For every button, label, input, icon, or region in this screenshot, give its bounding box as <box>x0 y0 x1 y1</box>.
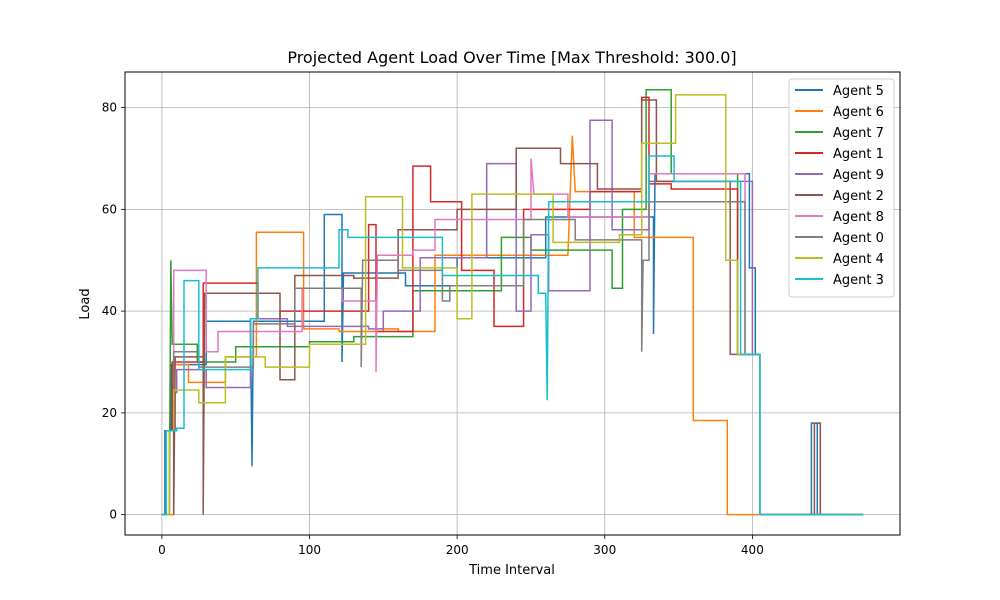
x-axis-label: Time Interval <box>468 563 555 578</box>
series-line-agent-7 <box>161 89 864 516</box>
series-line-agent-3 <box>161 155 864 516</box>
y-tick-label: 80 <box>102 101 117 115</box>
legend-label: Agent 0 <box>833 231 884 246</box>
y-tick-label: 60 <box>102 202 117 216</box>
series-line-agent-4 <box>161 94 864 516</box>
legend-label: Agent 1 <box>833 147 884 162</box>
legend-label: Agent 6 <box>833 105 884 120</box>
series-line-agent-9 <box>161 119 864 516</box>
legend-box <box>788 78 895 298</box>
y-axis-label: Load <box>78 288 93 319</box>
x-tick-label: 0 <box>158 543 166 557</box>
x-tick-label: 100 <box>298 543 321 557</box>
legend: Agent 5 Agent 6 Agent 7 Agent 1 Agent 9 Agent… <box>788 78 895 298</box>
legend-label: Agent 9 <box>833 168 884 183</box>
chart-title: Projected Agent Load Over Time [Max Thre… <box>287 48 736 67</box>
legend-label: Agent 4 <box>833 252 884 267</box>
axis-ticks: 0 100 200 300 400 0 20 40 60 80 <box>102 101 764 557</box>
legend-label: Agent 8 <box>833 210 884 225</box>
legend-label: Agent 7 <box>833 126 884 141</box>
plot-frame <box>124 71 901 536</box>
legend-label: Agent 5 <box>833 84 884 99</box>
series-line-agent-1 <box>161 96 864 516</box>
y-tick-label: 0 <box>109 508 117 522</box>
y-tick-label: 40 <box>102 304 117 318</box>
x-tick-label: 200 <box>446 543 469 557</box>
x-tick-label: 400 <box>741 543 764 557</box>
series-layer <box>161 89 864 516</box>
legend-label: Agent 3 <box>833 273 884 288</box>
y-tick-label: 20 <box>102 406 117 420</box>
legend-label: Agent 2 <box>833 189 884 204</box>
x-tick-label: 300 <box>593 543 616 557</box>
